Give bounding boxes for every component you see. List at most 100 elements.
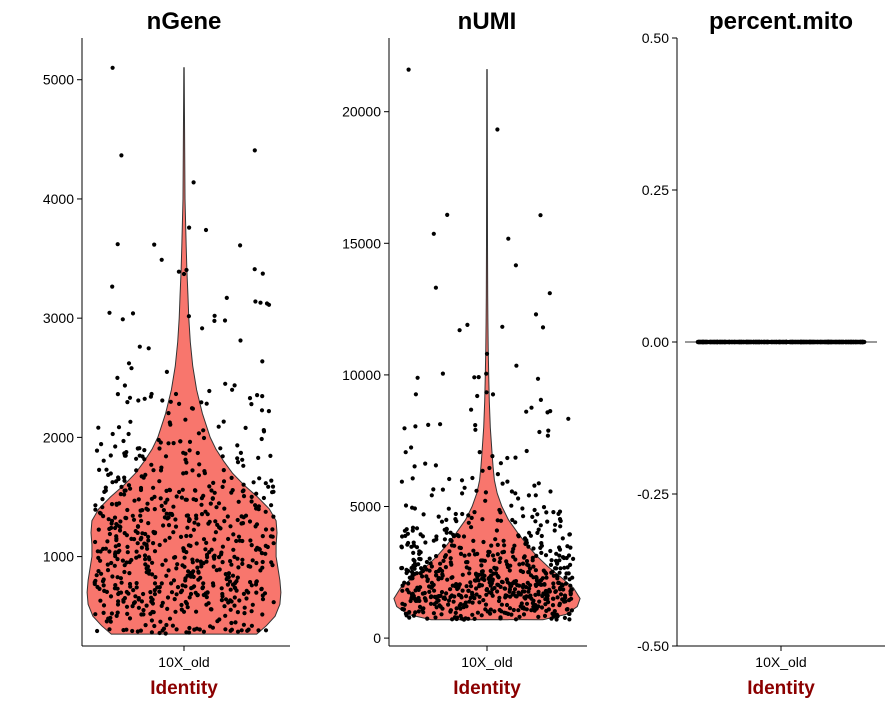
data-point — [529, 608, 534, 613]
data-point — [139, 612, 144, 617]
data-point — [157, 630, 162, 636]
data-point — [116, 550, 121, 555]
data-point — [473, 427, 478, 432]
data-point — [454, 606, 459, 611]
data-point — [414, 526, 420, 531]
data-point — [146, 346, 151, 351]
data-point — [238, 243, 243, 248]
data-point — [492, 609, 497, 614]
data-point — [444, 526, 449, 532]
data-point — [448, 587, 453, 592]
data-point — [97, 467, 102, 472]
data-point — [404, 527, 409, 532]
data-point — [467, 599, 472, 604]
data-point — [122, 563, 127, 568]
data-point — [415, 375, 420, 380]
data-point — [236, 565, 241, 570]
data-point — [483, 602, 489, 607]
data-point — [779, 339, 784, 345]
data-point — [101, 610, 106, 616]
data-point — [539, 605, 545, 610]
data-point — [122, 478, 127, 483]
data-point — [202, 469, 207, 474]
data-point — [534, 553, 539, 559]
data-point — [409, 569, 415, 575]
data-point — [437, 603, 442, 608]
data-point — [254, 491, 259, 496]
data-point — [108, 453, 113, 458]
data-point — [466, 520, 471, 525]
data-point — [568, 583, 573, 588]
data-point — [192, 520, 197, 525]
data-point — [788, 339, 794, 345]
data-point — [196, 570, 201, 575]
data-point — [526, 589, 531, 594]
data-point — [454, 582, 459, 587]
data-point — [516, 590, 522, 596]
data-point — [228, 587, 233, 592]
y-tick-label: 0.00 — [642, 334, 669, 350]
data-point — [464, 604, 469, 609]
data-point — [174, 566, 179, 571]
data-point — [116, 475, 121, 480]
data-point — [186, 569, 191, 574]
data-point — [194, 516, 199, 521]
data-point — [418, 557, 423, 562]
data-point — [263, 628, 269, 633]
data-point — [110, 574, 115, 579]
data-point — [434, 594, 439, 599]
data-point — [122, 488, 127, 493]
data-point — [263, 551, 268, 556]
data-point — [173, 524, 179, 529]
data-point — [122, 451, 127, 456]
data-point — [109, 560, 114, 566]
data-point — [455, 533, 460, 538]
data-point — [520, 569, 526, 575]
data-point — [424, 574, 429, 579]
data-point — [242, 611, 247, 616]
data-point — [217, 617, 222, 622]
data-point — [521, 582, 526, 588]
data-point — [448, 556, 453, 561]
panel-title: percent.mito — [709, 8, 853, 35]
data-point — [440, 487, 445, 492]
data-point — [266, 484, 271, 489]
data-point — [528, 573, 534, 578]
data-point — [258, 300, 263, 305]
data-point — [142, 457, 147, 462]
data-point — [460, 491, 465, 496]
data-point — [528, 533, 534, 538]
data-point — [143, 623, 148, 628]
data-point — [171, 441, 176, 446]
data-point — [514, 363, 519, 368]
data-point — [538, 397, 544, 402]
y-ticks: 1000 2000 3000 4000 5000 — [43, 72, 82, 565]
data-point — [201, 435, 207, 441]
data-point — [212, 313, 217, 318]
data-point — [133, 529, 138, 534]
data-point — [134, 468, 139, 473]
data-point — [417, 604, 423, 610]
data-point — [121, 438, 126, 444]
data-point — [479, 563, 484, 568]
data-point — [462, 485, 467, 490]
data-point — [562, 599, 567, 604]
data-point — [188, 574, 194, 579]
data-point — [260, 565, 265, 570]
data-point — [222, 506, 227, 511]
data-point — [524, 448, 529, 454]
data-point — [533, 312, 539, 317]
data-point — [185, 605, 190, 610]
data-point — [95, 628, 100, 634]
data-point — [484, 592, 489, 597]
data-point — [538, 213, 543, 218]
data-point — [230, 387, 235, 392]
data-point — [406, 568, 411, 574]
data-point — [158, 619, 163, 624]
data-point — [555, 595, 560, 600]
data-point — [549, 570, 554, 575]
data-point — [110, 431, 115, 437]
data-point — [537, 599, 542, 604]
data-point — [163, 538, 168, 543]
data-point — [466, 513, 471, 518]
